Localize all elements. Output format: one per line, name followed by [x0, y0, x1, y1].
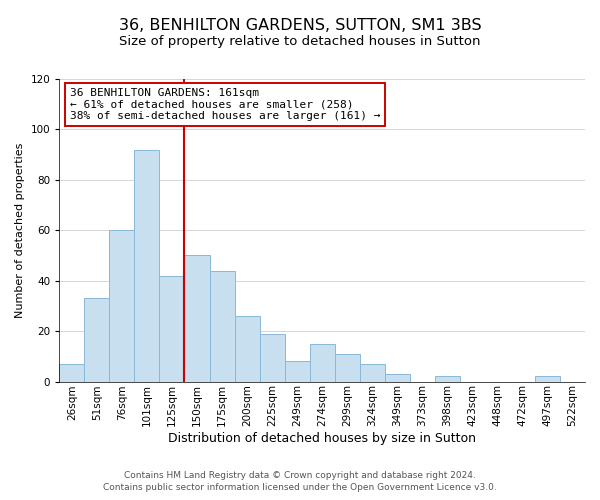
Bar — [184, 256, 209, 382]
X-axis label: Distribution of detached houses by size in Sutton: Distribution of detached houses by size … — [168, 432, 476, 445]
Bar — [310, 344, 335, 382]
Bar — [160, 276, 184, 382]
Bar — [360, 364, 385, 382]
Text: Contains public sector information licensed under the Open Government Licence v3: Contains public sector information licen… — [103, 484, 497, 492]
Text: Size of property relative to detached houses in Sutton: Size of property relative to detached ho… — [119, 35, 481, 48]
Bar — [260, 334, 284, 382]
Text: Contains HM Land Registry data © Crown copyright and database right 2024.: Contains HM Land Registry data © Crown c… — [124, 471, 476, 480]
Bar — [59, 364, 85, 382]
Bar — [535, 376, 560, 382]
Bar — [284, 362, 310, 382]
Text: 36 BENHILTON GARDENS: 161sqm
← 61% of detached houses are smaller (258)
38% of s: 36 BENHILTON GARDENS: 161sqm ← 61% of de… — [70, 88, 380, 122]
Bar — [209, 270, 235, 382]
Y-axis label: Number of detached properties: Number of detached properties — [15, 142, 25, 318]
Bar — [435, 376, 460, 382]
Bar — [335, 354, 360, 382]
Bar — [85, 298, 109, 382]
Text: 36, BENHILTON GARDENS, SUTTON, SM1 3BS: 36, BENHILTON GARDENS, SUTTON, SM1 3BS — [119, 18, 481, 32]
Bar — [235, 316, 260, 382]
Bar — [109, 230, 134, 382]
Bar — [385, 374, 410, 382]
Bar — [134, 150, 160, 382]
